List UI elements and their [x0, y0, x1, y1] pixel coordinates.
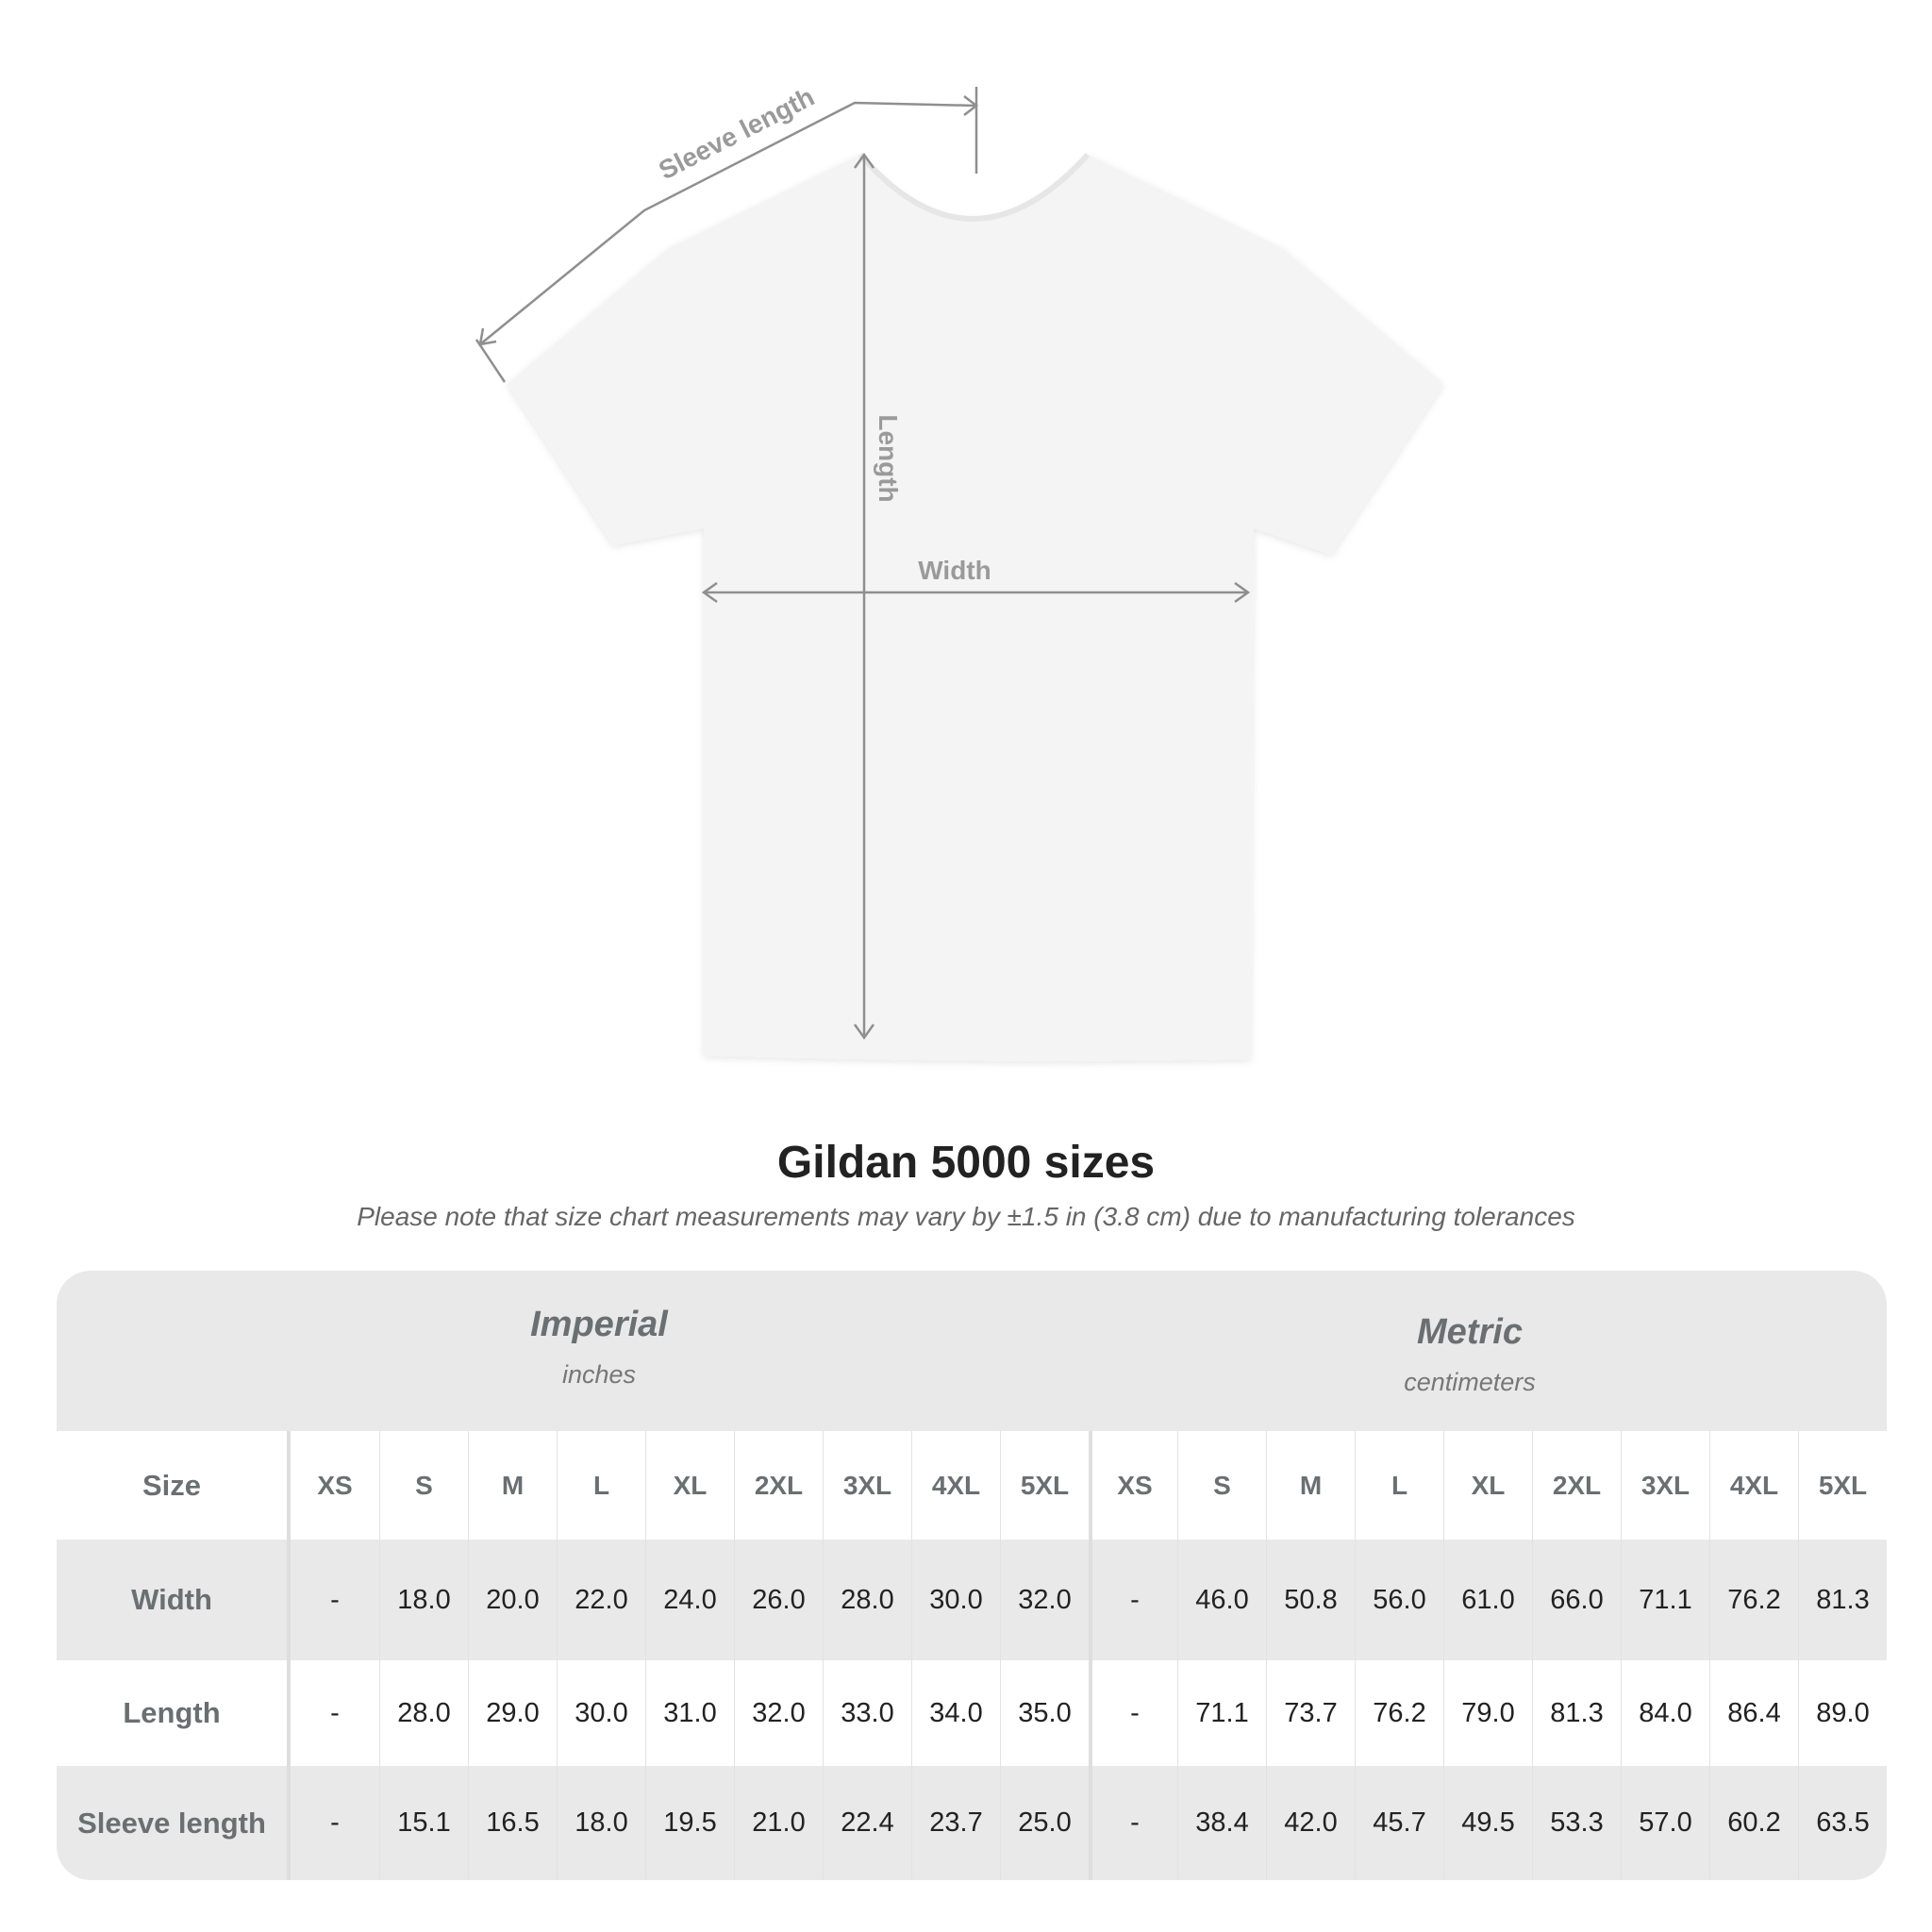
row-label: Width: [57, 1540, 291, 1660]
table-cell: S: [1177, 1431, 1266, 1540]
table-cell: 35.0: [1000, 1660, 1089, 1766]
table-cell: 4XL: [911, 1431, 1000, 1540]
tolerance-note: Please note that size chart measurements…: [357, 1202, 1575, 1231]
table-cell: 22.4: [823, 1766, 911, 1880]
table-cell: 49.5: [1443, 1766, 1532, 1880]
table-cell: 16.5: [468, 1766, 557, 1880]
table-cell: 63.5: [1798, 1766, 1887, 1880]
size-table: Imperial inches Metric centimeters Size X…: [57, 1271, 1887, 1880]
table-row: Sleeve length - 15.1 16.5 18.0 19.5 21.0 22.4 23…: [57, 1766, 1887, 1880]
table-cell: 5XL: [1000, 1431, 1089, 1540]
table-cell: 81.3: [1532, 1660, 1621, 1766]
table-cell: 19.5: [645, 1766, 734, 1880]
table-cell: 42.0: [1266, 1766, 1355, 1880]
table-cell: 2XL: [1532, 1431, 1621, 1540]
length-label: Length: [874, 414, 903, 502]
page-title: Gildan 5000 sizes: [776, 1138, 1156, 1188]
measure-lines: [475, 87, 1251, 1041]
table-cell: 4XL: [1709, 1431, 1798, 1540]
metric-title: Metric: [1417, 1312, 1523, 1352]
metric-header: Metric centimeters: [1092, 1312, 1847, 1397]
table-cell: 28.0: [379, 1660, 468, 1766]
table-cell: XL: [1443, 1431, 1532, 1540]
table-cell: 30.0: [557, 1660, 645, 1766]
table-cell: 15.1: [379, 1766, 468, 1880]
table-cell: 33.0: [823, 1660, 911, 1766]
table-cell: 84.0: [1621, 1660, 1709, 1766]
table-cell: 46.0: [1177, 1540, 1266, 1660]
table-cell: 32.0: [734, 1660, 823, 1766]
row-label: Size: [57, 1431, 291, 1540]
table-cell: -: [330, 1807, 340, 1838]
table-cell: 31.0: [645, 1660, 734, 1766]
table-cell: 20.0: [468, 1540, 557, 1660]
table-cell: XL: [645, 1431, 734, 1540]
table-cell: 23.7: [911, 1766, 1000, 1880]
table-cell: -: [1089, 1660, 1177, 1766]
width-label: Width: [918, 556, 991, 585]
collar: [858, 152, 1091, 222]
table-cell: 73.7: [1266, 1660, 1355, 1766]
table-cell: 71.1: [1177, 1660, 1266, 1766]
table-cell: 32.0: [1000, 1540, 1089, 1660]
table-cell: 30.0: [911, 1540, 1000, 1660]
table-cell: -: [1089, 1540, 1177, 1660]
table-cell: -: [330, 1584, 340, 1615]
table-cell: 3XL: [823, 1431, 911, 1540]
table-cell: -: [330, 1697, 340, 1728]
table-cell: -: [1089, 1766, 1177, 1880]
table-cell: 60.2: [1709, 1766, 1798, 1880]
table-cell: 26.0: [734, 1540, 823, 1660]
table-cell: 71.1: [1621, 1540, 1709, 1660]
tshirt-measurement-diagram: Length Width Sleeve length: [475, 82, 1443, 1061]
table-cell: 22.0: [557, 1540, 645, 1660]
table-row: Length -28.0 29.0 30.0 31.0 32.0 33.0 34.0 35.0-…: [57, 1660, 1887, 1766]
table-cell: 57.0: [1621, 1766, 1709, 1880]
table-cell: XS: [317, 1470, 353, 1500]
unit-header: Imperial inches Metric centimeters: [57, 1271, 1887, 1431]
table-cell: 50.8: [1266, 1540, 1355, 1660]
table-cell: 38.4: [1177, 1766, 1266, 1880]
imperial-unit: inches: [561, 1360, 637, 1389]
row-label: Sleeve length: [57, 1766, 291, 1880]
table-cell: 86.4: [1709, 1660, 1798, 1766]
table-cell: L: [1355, 1431, 1443, 1540]
table-cell: 53.3: [1532, 1766, 1621, 1880]
imperial-title: Imperial: [530, 1305, 668, 1344]
table-cell: 89.0: [1798, 1660, 1887, 1766]
table-cell: L: [557, 1431, 645, 1540]
table-cell: 79.0: [1443, 1660, 1532, 1766]
table-cell: S: [379, 1431, 468, 1540]
table-cell: M: [1266, 1431, 1355, 1540]
table-cell: 18.0: [379, 1540, 468, 1660]
table-cell: 24.0: [645, 1540, 734, 1660]
metric-unit: centimeters: [1404, 1368, 1536, 1396]
table-cell: M: [468, 1431, 557, 1540]
table-cell: XS: [1089, 1431, 1177, 1540]
table-cell: 81.3: [1798, 1540, 1887, 1660]
table-cell: 76.2: [1355, 1660, 1443, 1766]
imperial-header: Imperial inches: [222, 1305, 976, 1390]
table-cell: 18.0: [557, 1766, 645, 1880]
table-cell: 61.0: [1443, 1540, 1532, 1660]
table-cell: 25.0: [1000, 1766, 1089, 1880]
size-header-row: Size XS S M L XL 2XL 3XL 4XL 5XL XS S M L XL 2XL 3XL 4XL 5…: [57, 1431, 1887, 1540]
table-cell: 5XL: [1798, 1431, 1887, 1540]
table-cell: 3XL: [1621, 1431, 1709, 1540]
table-cell: 2XL: [734, 1431, 823, 1540]
row-label: Length: [57, 1660, 291, 1766]
table-cell: 76.2: [1709, 1540, 1798, 1660]
tshirt-shape: [508, 155, 1443, 1061]
table-cell: 45.7: [1355, 1766, 1443, 1880]
table-cell: 66.0: [1532, 1540, 1621, 1660]
table-cell: 21.0: [734, 1766, 823, 1880]
table-cell: 28.0: [823, 1540, 911, 1660]
table-cell: 56.0: [1355, 1540, 1443, 1660]
table-row: Width -18.0 20.0 22.0 24.0 26.0 28.0 30.0 32.0-4…: [57, 1540, 1887, 1660]
table-cell: 29.0: [468, 1660, 557, 1766]
table-cell: 34.0: [911, 1660, 1000, 1766]
